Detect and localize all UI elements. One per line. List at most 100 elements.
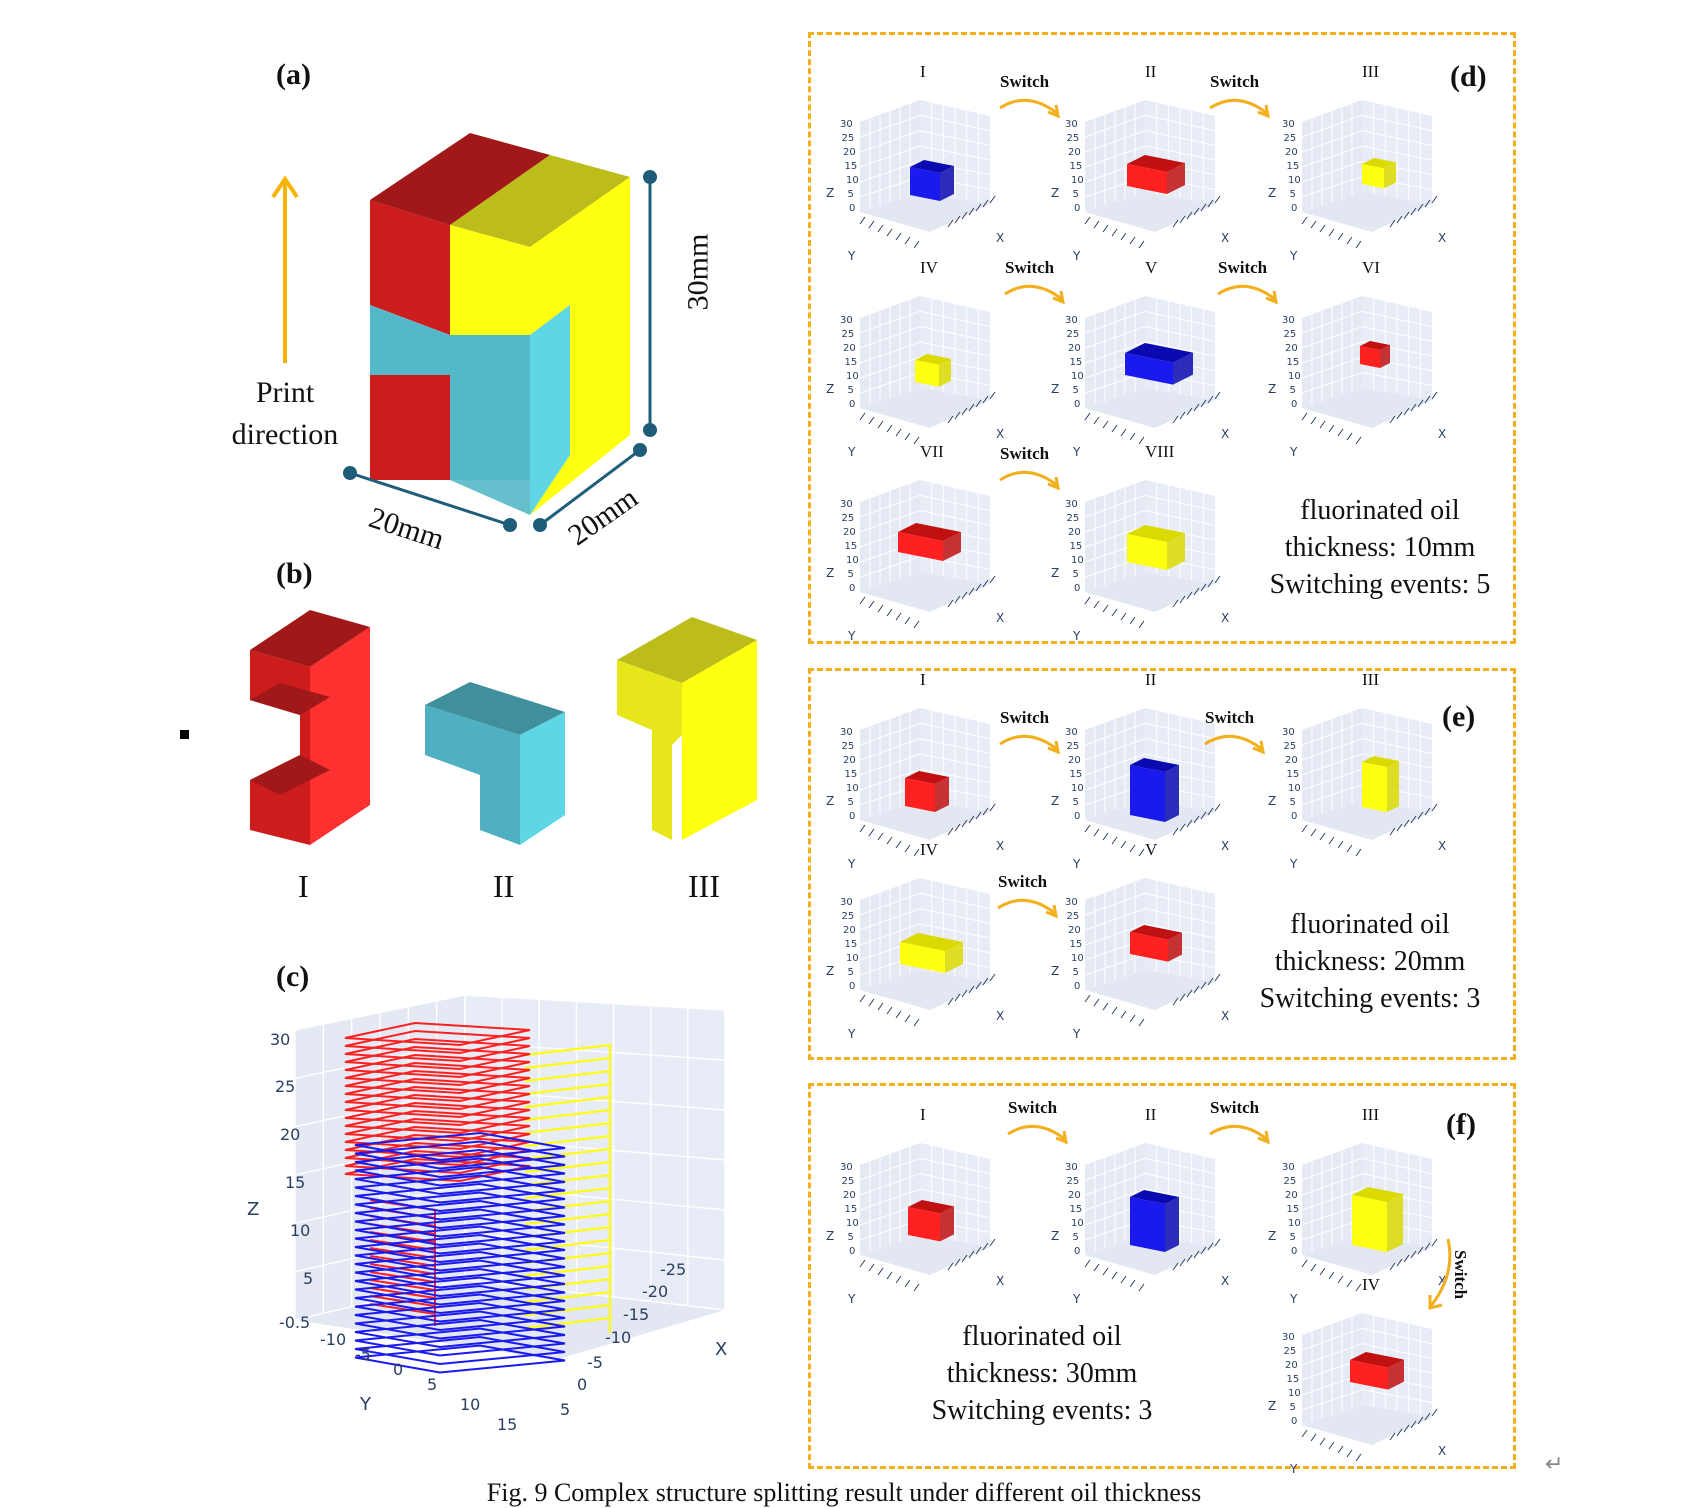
c-slice-blue xyxy=(354,1191,566,1221)
print-direction-label: Print direction xyxy=(215,372,355,456)
c-y-tick: 5 xyxy=(427,1375,437,1394)
svg-text:Z: Z xyxy=(826,794,834,808)
svg-text:X: X xyxy=(1438,839,1446,853)
svg-text:0: 0 xyxy=(1074,583,1080,594)
svg-text:X: X xyxy=(1221,839,1229,853)
c-slice-red xyxy=(344,1061,531,1087)
svg-text:20: 20 xyxy=(843,343,856,354)
panel-d-step-label: V xyxy=(1145,258,1158,277)
part-I-label: I xyxy=(298,868,309,904)
switch-arrow-icon xyxy=(999,98,1060,119)
switch-label: Switch xyxy=(1205,708,1255,727)
svg-text:Z: Z xyxy=(1051,964,1059,978)
switch-label: Switch xyxy=(1000,72,1050,91)
svg-text:X: X xyxy=(1221,231,1229,245)
e-caption-line: fluorinated oil xyxy=(1290,909,1450,940)
c-slice-yellow xyxy=(524,1134,612,1151)
svg-text:5: 5 xyxy=(848,189,854,200)
svg-text:Z: Z xyxy=(1051,566,1059,580)
svg-text:20: 20 xyxy=(843,527,856,538)
c-slice-yellow xyxy=(524,1238,612,1255)
panel-d-caption: fluorinated oil thickness: 10mm Switchin… xyxy=(1250,492,1510,603)
c-slice-red xyxy=(344,1101,531,1127)
svg-text:X: X xyxy=(1438,1274,1446,1288)
svg-text:5: 5 xyxy=(848,569,854,580)
panel-f-plot-III: 30 25 20 15 10 5 0 Z Y X xyxy=(1262,1135,1462,1315)
c-z-tick: 10 xyxy=(290,1221,310,1240)
svg-text:20: 20 xyxy=(1068,755,1081,766)
c-slice-yellow xyxy=(524,1173,612,1190)
svg-text:30: 30 xyxy=(840,499,853,510)
panel-f-step-label: III xyxy=(1362,1105,1379,1124)
switch-arrow-icon xyxy=(1204,734,1265,755)
e-caption-line: thickness: 20mm xyxy=(1274,946,1466,977)
svg-text:X: X xyxy=(1438,231,1446,245)
svg-text:10: 10 xyxy=(846,783,859,794)
c-slice-red xyxy=(344,1037,531,1063)
panel-e-step-label: III xyxy=(1362,670,1379,689)
svg-text:X: X xyxy=(996,1274,1004,1288)
panel-e-plot-II: 30 25 20 15 10 5 0 Z Y X xyxy=(1045,700,1245,880)
c-slice-blue xyxy=(354,1344,566,1374)
c-slice-blue xyxy=(354,1199,566,1230)
svg-text:X: X xyxy=(996,1009,1004,1023)
switch-arrow-icon xyxy=(997,898,1058,919)
svg-text:X: X xyxy=(996,231,1004,245)
svg-text:0: 0 xyxy=(1291,203,1297,214)
panel-d-step-label: IV xyxy=(920,258,938,277)
svg-text:5: 5 xyxy=(1290,1402,1296,1413)
svg-text:Z: Z xyxy=(826,1229,834,1243)
switch-arrow-icon xyxy=(1428,1238,1452,1310)
c-slice-blue xyxy=(354,1208,566,1238)
svg-text:5: 5 xyxy=(1073,189,1079,200)
c-x-tick: 0 xyxy=(577,1375,587,1394)
svg-text:25: 25 xyxy=(1067,911,1080,922)
switch-arrow-icon xyxy=(1004,284,1065,305)
svg-text:Z: Z xyxy=(1051,794,1059,808)
panel-d-plot-III: 30 25 20 15 10 5 0 Z Y X xyxy=(1262,92,1462,272)
svg-text:X: X xyxy=(996,427,1004,441)
svg-text:10: 10 xyxy=(1071,783,1084,794)
svg-text:30: 30 xyxy=(1065,119,1078,130)
svg-text:25: 25 xyxy=(842,911,855,922)
svg-text:10: 10 xyxy=(846,371,859,382)
c-z-tick: 15 xyxy=(285,1173,305,1192)
svg-text:20: 20 xyxy=(1068,527,1081,538)
panel-d-step-label: II xyxy=(1145,62,1157,81)
svg-text:0: 0 xyxy=(849,203,855,214)
c-slice-yellow xyxy=(524,1212,612,1229)
panel-d-step-label: VIII xyxy=(1145,442,1175,461)
c-slice-blue xyxy=(354,1165,566,1196)
panel-d-plot-IV: 30 25 20 15 10 5 0 Z Y X xyxy=(820,288,1020,468)
svg-text:5: 5 xyxy=(1290,385,1296,396)
c-slice-red xyxy=(344,1045,531,1071)
svg-text:5: 5 xyxy=(1290,797,1296,808)
svg-text:0: 0 xyxy=(1074,1246,1080,1257)
svg-text:0: 0 xyxy=(1074,203,1080,214)
svg-text:30: 30 xyxy=(840,897,853,908)
figure-caption: Fig. 9 Complex structure splitting resul… xyxy=(486,1478,1202,1507)
c-slice-yellow xyxy=(524,1303,612,1320)
switch-arrow-icon xyxy=(1209,1124,1270,1145)
panel-d-plot-VIII: 30 25 20 15 10 5 0 Z Y X xyxy=(1045,472,1245,652)
svg-text:30: 30 xyxy=(1282,315,1295,326)
svg-text:10: 10 xyxy=(846,1218,859,1229)
c-x-tick: 5 xyxy=(560,1400,570,1419)
svg-text:20: 20 xyxy=(843,755,856,766)
svg-text:25: 25 xyxy=(1284,741,1297,752)
svg-text:25: 25 xyxy=(1067,1176,1080,1187)
svg-text:Y: Y xyxy=(1072,249,1081,263)
c-slice-yellow xyxy=(524,1069,612,1086)
svg-text:5: 5 xyxy=(1290,1232,1296,1243)
svg-text:Y: Y xyxy=(1072,1292,1081,1306)
c-slice-blue xyxy=(354,1182,566,1213)
svg-text:Z: Z xyxy=(1268,382,1276,396)
c-slice-yellow xyxy=(524,1147,612,1164)
svg-text:0: 0 xyxy=(1291,1416,1297,1427)
svg-text:15: 15 xyxy=(1287,769,1300,780)
svg-text:Z: Z xyxy=(1051,382,1059,396)
print-direction-arrow xyxy=(271,175,299,363)
panel-f-plot-I: 30 25 20 15 10 5 0 Z Y X xyxy=(820,1135,1020,1315)
c-slice-red xyxy=(344,1029,531,1055)
direction-label: direction xyxy=(231,418,339,451)
